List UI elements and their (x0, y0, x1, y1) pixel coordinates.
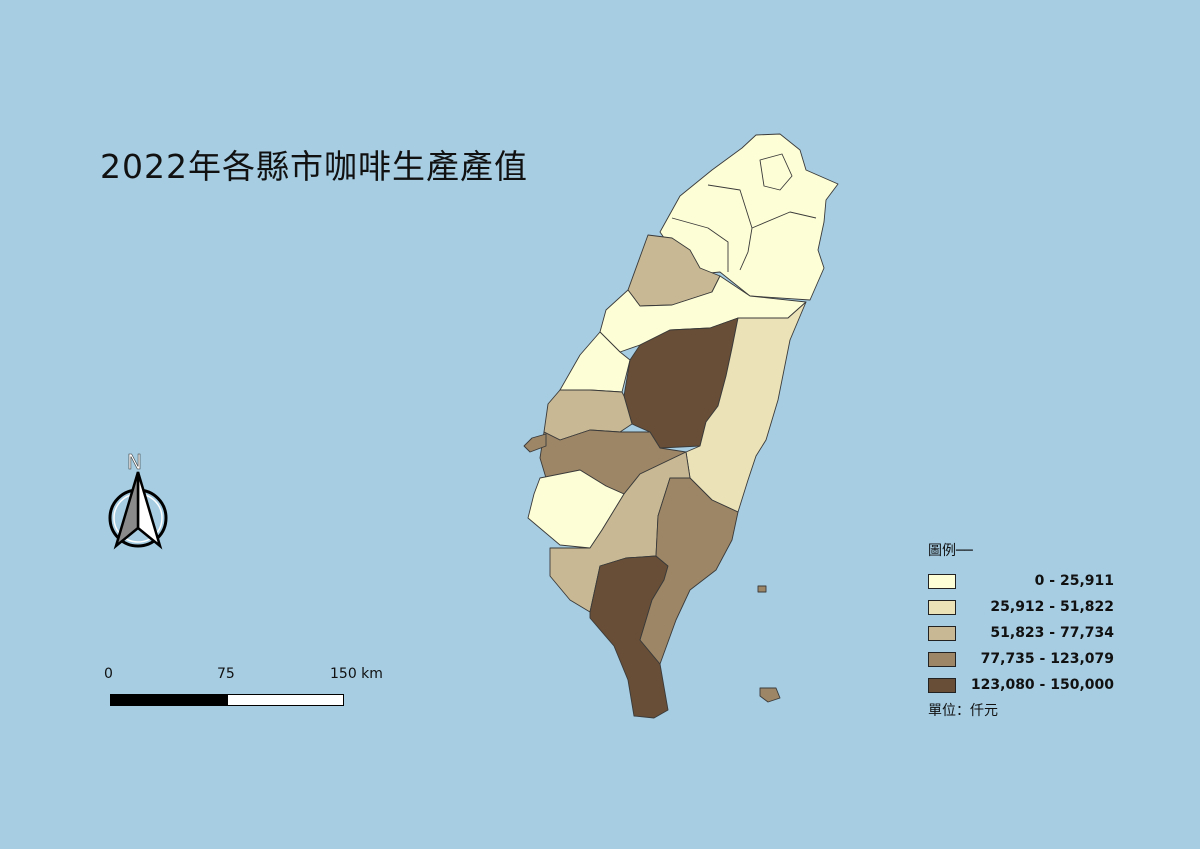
north-arrow-icon (108, 471, 168, 550)
map-title: 2022年各縣市咖啡生產產值 (100, 147, 528, 186)
scale-tick-150: 150 km (330, 666, 383, 682)
region-taitung[interactable] (639, 477, 739, 665)
legend-label: 77,735 - 123,079 (980, 651, 1114, 667)
legend-item: 25,912 - 51,822 (928, 594, 1128, 620)
legend-label: 25,912 - 51,822 (990, 599, 1114, 615)
legend-title: 圖例── (928, 543, 973, 559)
scale-bar: 0 75 150 km (104, 666, 394, 716)
legend-label: 0 - 25,911 (1034, 573, 1114, 589)
legend-swatch (928, 573, 956, 589)
scale-tick-75: 75 (217, 666, 235, 682)
legend-label: 51,823 - 77,734 (990, 625, 1114, 641)
legend-swatch (928, 599, 956, 615)
region-north-cluster[interactable] (659, 133, 839, 301)
legend-swatch (928, 625, 956, 641)
scale-track (110, 694, 344, 706)
legend-unit: 單位：仟元 (928, 703, 998, 719)
legend-item: 123,080 - 150,000 (928, 672, 1128, 698)
region-penghu[interactable] (523, 433, 547, 453)
legend-label: 123,080 - 150,000 (970, 677, 1114, 693)
north-label: N (127, 450, 143, 475)
legend-item: 51,823 - 77,734 (928, 620, 1128, 646)
legend-swatch (928, 677, 956, 693)
legend-item: 0 - 25,911 (928, 568, 1128, 594)
legend-item: 77,735 - 123,079 (928, 646, 1128, 672)
legend-swatch (928, 651, 956, 667)
legend: 圖例── 0 - 25,911 25,912 - 51,822 51,823 -… (928, 540, 1128, 720)
scale-tick-0: 0 (104, 666, 113, 682)
